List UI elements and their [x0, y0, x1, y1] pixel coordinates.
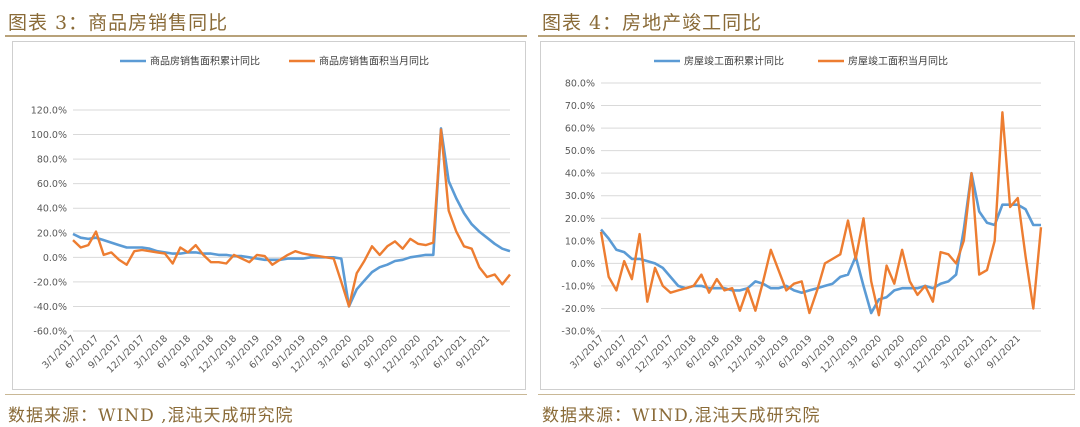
y-tick-label: 40.0%	[37, 204, 67, 215]
y-tick-label: 40.0%	[565, 169, 595, 180]
y-tick-label: 80.0%	[565, 79, 595, 90]
y-tick-label: -10.0%	[561, 281, 595, 292]
left-title-rule	[5, 35, 527, 37]
y-tick-label: -20.0%	[33, 277, 67, 288]
right-chart-svg: 80.0% 70.0% 60.0% 50.0% 40.0% 30.0% 20.0% 10.0%…	[561, 55, 1043, 376]
y-tick-label: 80.0%	[37, 155, 67, 166]
right-figure-title: 图表 4：房地产竣工同比	[542, 12, 763, 34]
series-line-monthly	[599, 111, 1043, 317]
y-tick-label: -30.0%	[561, 327, 595, 338]
y-tick-label: 30.0%	[565, 191, 595, 202]
legend-label: 商品房销售面积累计同比	[150, 55, 260, 68]
left-source-rule	[5, 394, 527, 395]
y-tick-label: 100.0%	[31, 130, 67, 141]
legend-label: 商品房销售面积当月同比	[319, 55, 429, 68]
y-tick-label: -40.0%	[33, 302, 67, 313]
right-title-rule	[538, 35, 1075, 37]
series-line-monthly	[72, 128, 511, 308]
y-tick-label: -20.0%	[561, 304, 595, 315]
y-tick-label: 60.0%	[565, 124, 595, 135]
y-tick-label: 20.0%	[37, 228, 67, 239]
y-tick-label: 0.0%	[43, 253, 67, 264]
legend-label: 房屋竣工面积累计同比	[684, 55, 784, 68]
left-chart-svg: 120.0% 100.0% 80.0% 60.0% 40.0% 20.0% 0.0% -20.…	[31, 55, 511, 376]
y-tick-label: 0.0%	[571, 259, 595, 270]
right-source-text: 数据来源：WIND,混沌天成研究院	[542, 406, 821, 426]
right-source-rule	[538, 394, 1075, 395]
y-tick-label: 10.0%	[565, 236, 595, 247]
series-line-cumulative	[600, 171, 1041, 315]
y-tick-label: -60.0%	[33, 327, 67, 338]
y-tick-label: 20.0%	[565, 214, 595, 225]
y-tick-label: 120.0%	[31, 106, 67, 117]
legend-label: 房屋竣工面积当月同比	[848, 55, 948, 68]
right-chart-panel: 80.0% 70.0% 60.0% 50.0% 40.0% 30.0% 20.0% 10.0%…	[540, 41, 1075, 390]
y-tick-label: 60.0%	[37, 179, 67, 190]
left-chart-panel: 120.0% 100.0% 80.0% 60.0% 40.0% 20.0% 0.0% -20.…	[12, 41, 526, 390]
y-tick-label: 70.0%	[565, 101, 595, 112]
y-tick-label: 50.0%	[565, 146, 595, 157]
left-figure-title: 图表 3：商品房销售同比	[8, 12, 229, 34]
left-source-text: 数据来源：WIND ,混沌天成研究院	[8, 406, 294, 426]
